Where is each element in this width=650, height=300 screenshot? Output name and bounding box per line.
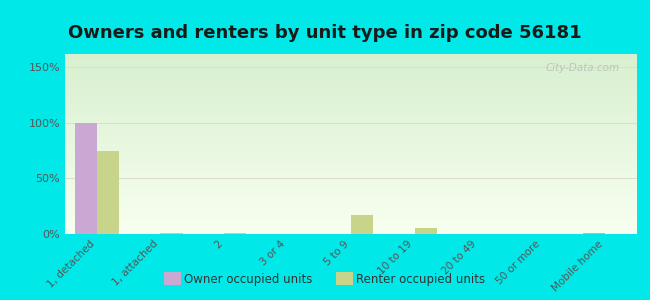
Bar — [415, 228, 437, 234]
Bar — [224, 233, 246, 234]
Legend: Owner occupied units, Renter occupied units: Owner occupied units, Renter occupied un… — [160, 269, 490, 291]
Text: City-Data.com: City-Data.com — [546, 63, 620, 73]
Text: Owners and renters by unit type in zip code 56181: Owners and renters by unit type in zip c… — [68, 24, 582, 42]
Bar — [97, 151, 119, 234]
Bar — [161, 233, 183, 234]
Bar — [583, 233, 605, 234]
Bar — [75, 123, 97, 234]
Bar — [351, 215, 373, 234]
